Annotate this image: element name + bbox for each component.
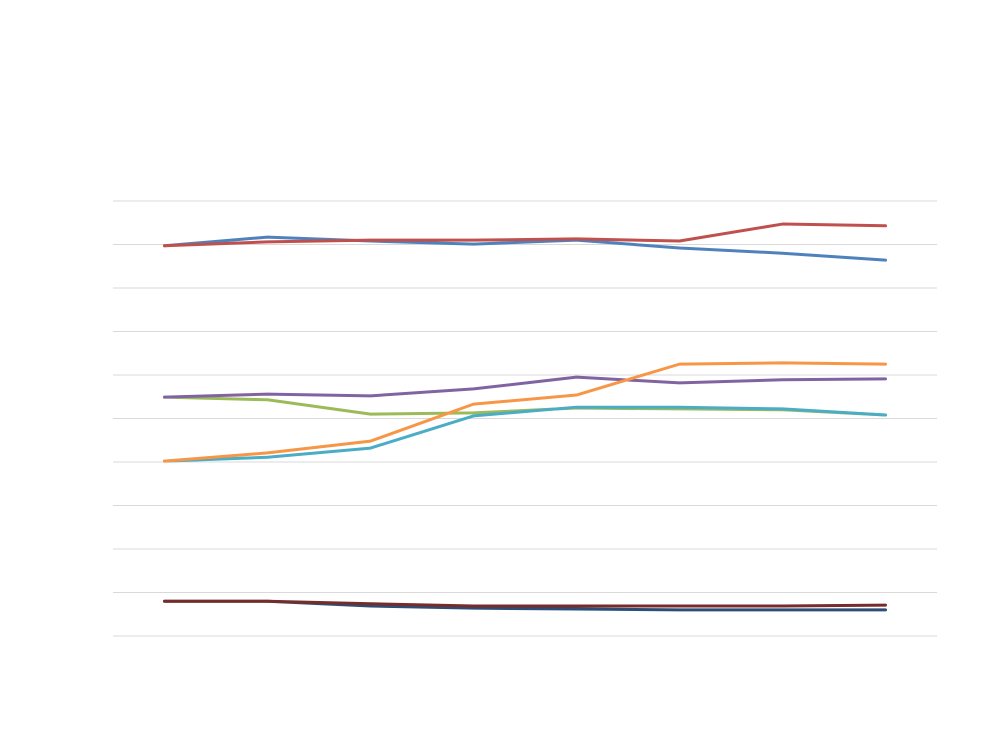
series-line	[163, 599, 887, 608]
series-line	[163, 361, 887, 463]
series-line	[163, 405, 887, 463]
series-line	[163, 375, 887, 399]
series-line	[163, 235, 887, 262]
series-line	[163, 222, 887, 248]
